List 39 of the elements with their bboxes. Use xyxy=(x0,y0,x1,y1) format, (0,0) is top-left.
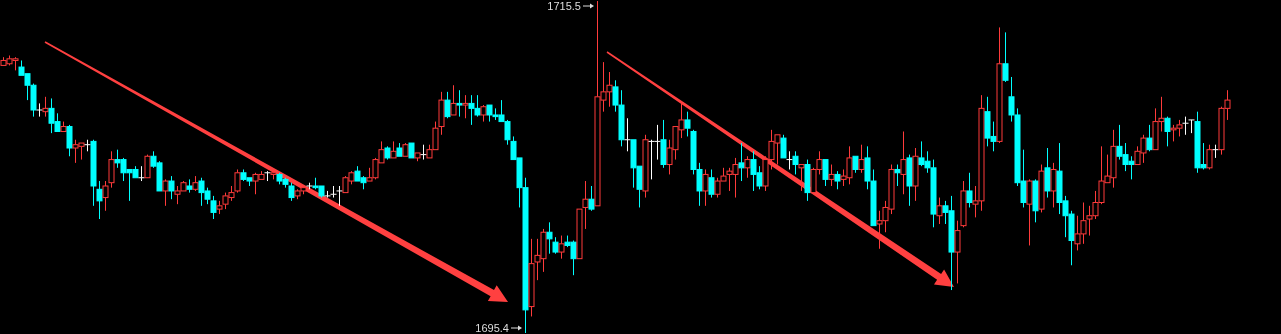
candlestick xyxy=(1188,119,1195,134)
candlestick xyxy=(738,142,745,182)
candlestick xyxy=(966,172,973,208)
candlestick xyxy=(1002,31,1009,83)
candlestick xyxy=(108,150,115,189)
candlestick xyxy=(912,147,919,202)
candlestick xyxy=(42,96,49,118)
candlestick xyxy=(792,150,799,175)
candlestick xyxy=(390,140,397,159)
candlestick xyxy=(954,220,961,284)
candlestick xyxy=(1050,162,1057,208)
candlestick xyxy=(660,119,667,169)
candlestick xyxy=(708,168,715,199)
candlestick xyxy=(96,180,103,220)
candlestick xyxy=(744,155,751,179)
candlestick xyxy=(1044,147,1051,199)
candlestick xyxy=(996,26,1003,144)
candlestick xyxy=(588,185,595,212)
candlestick xyxy=(906,154,913,207)
annotation: 1695.4 xyxy=(475,322,509,334)
candlestick xyxy=(462,94,469,119)
candlestick xyxy=(804,159,811,202)
candlestick xyxy=(702,168,709,207)
candlestick xyxy=(858,144,865,174)
candlestick xyxy=(798,164,805,192)
candlestick xyxy=(102,180,109,212)
candlestick xyxy=(330,185,337,199)
candlestick xyxy=(1026,178,1033,246)
candlestick xyxy=(546,221,553,255)
candlestick xyxy=(186,178,193,194)
annotation: 1715.5 xyxy=(547,0,581,12)
candlestick xyxy=(852,155,859,174)
candlestick xyxy=(456,89,463,118)
candlestick xyxy=(900,130,907,195)
candlestick xyxy=(894,164,901,187)
candlestick xyxy=(450,84,457,116)
candlestick xyxy=(90,139,97,207)
candlestick xyxy=(1032,178,1039,223)
candlestick xyxy=(1182,116,1189,136)
